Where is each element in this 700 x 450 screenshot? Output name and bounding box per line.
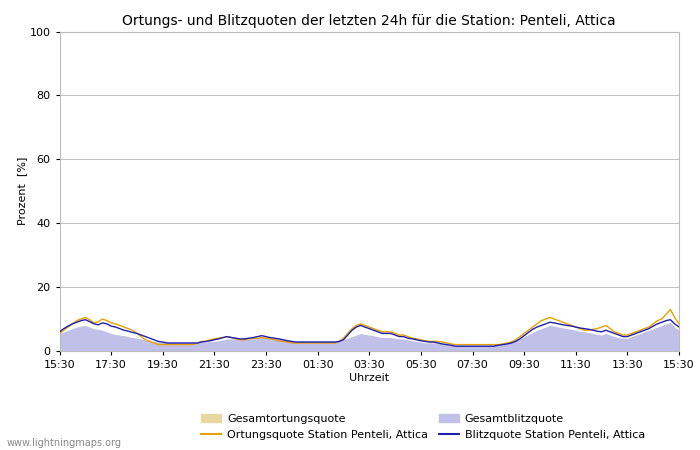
Text: www.lightningmaps.org: www.lightningmaps.org: [7, 438, 122, 448]
Y-axis label: Prozent  [%]: Prozent [%]: [17, 157, 27, 225]
Title: Ortungs- und Blitzquoten der letzten 24h für die Station: Penteli, Attica: Ortungs- und Blitzquoten der letzten 24h…: [122, 14, 616, 27]
Legend: Gesamtortungsquote, Ortungsquote Station Penteli, Attica, Gesamtblitzquote, Blit: Gesamtortungsquote, Ortungsquote Station…: [202, 414, 645, 440]
X-axis label: Uhrzeit: Uhrzeit: [349, 373, 389, 383]
